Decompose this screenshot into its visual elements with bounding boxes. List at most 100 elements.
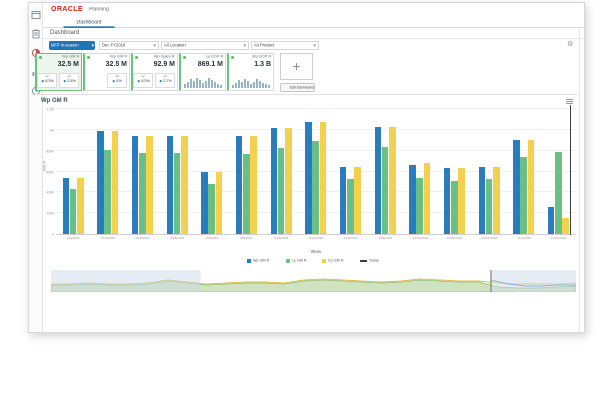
kpi-card-4[interactable]: Wp EOP R 1.3 B [227,53,274,91]
gear-icon[interactable]: ⚙ [567,41,574,48]
bar-ly-gm-r-w6[interactable] [243,153,250,234]
bar-cp-gm-r-w15[interactable] [562,218,569,234]
legend-label: Today [369,259,380,263]
chevron-down-icon: ▾ [91,42,95,49]
bar-wp-gm-r-w6[interactable] [235,136,243,234]
x-tick-label: 10/20/2018 [446,237,463,241]
legend-marker-icon [322,259,327,263]
gridline [56,108,576,109]
kpi-value: 32.5 M [57,61,79,68]
trend-diamond-icon: ◆ [159,79,163,84]
bar-cp-gm-r-w9[interactable] [354,167,361,234]
y-axis-title: GM R [42,160,47,172]
bar-wp-gm-r-w3[interactable] [131,136,139,234]
bar-cp-gm-r-w10[interactable] [388,126,396,234]
legend-marker-icon [246,259,251,263]
bar-wp-gm-r-w5[interactable] [201,171,208,234]
overview-glass-0[interactable] [51,270,201,292]
kpi-card-1[interactable]: Wp GM R 32.5 M Op ◆ 0% [83,53,130,91]
bar-wp-gm-r-w12[interactable] [443,168,451,234]
bar-cp-gm-r-w14[interactable] [527,140,535,234]
legend-item-cp-gm-r[interactable]: Cp GM R [322,258,353,264]
variance-stat-ly: Ly ◆ 8.3% [133,73,153,88]
y-tick-label: 1M [49,129,54,133]
filter-dropdown-all-product[interactable]: All Product ▾ [251,41,319,50]
y-tick-label: 1.2M [46,108,54,112]
x-tick-label: 8/25/2018 [170,237,185,241]
bar-cp-gm-r-w1[interactable] [76,177,84,234]
sidebar-panel-icon[interactable] [31,7,41,19]
bar-cp-gm-r-w12[interactable] [458,168,465,234]
bar-ly-gm-r-w1[interactable] [69,189,77,234]
legend-label: Ly GM R [291,259,307,263]
bar-ly-gm-r-w9[interactable] [347,178,354,234]
bar-cp-gm-r-w2[interactable] [111,130,119,234]
bar-ly-gm-r-w2[interactable] [104,149,111,234]
edit-dashboard-button[interactable]: Edit Dashboard [280,83,315,92]
bar-wp-gm-r-w8[interactable] [305,121,312,234]
bar-cp-gm-r-w7[interactable] [284,127,292,234]
bar-wp-gm-r-w14[interactable] [513,140,520,234]
variance-stat-cp: Cp ◆ 2.5% [59,73,79,88]
bar-ly-gm-r-w4[interactable] [173,152,181,234]
bar-ly-gm-r-w12[interactable] [451,180,458,234]
bar-cp-gm-r-w4[interactable] [180,136,188,234]
bar-wp-gm-r-w13[interactable] [478,167,486,234]
filter-dropdown-dec-fy2018[interactable]: Dec FY2018 ▾ [99,41,159,50]
bar-ly-gm-r-w15[interactable] [555,151,562,234]
plan-context-selector[interactable]: MFP In-season ▾ [49,41,95,50]
kpi-card-0[interactable]: Wp GM R 32.5 M Ly ◆ 8.3% Cp ◆ 2.5% [35,53,82,91]
legend-item-ly-gm-r[interactable]: Ly GM R [285,258,315,264]
legend-marker-icon [360,260,368,262]
status-dot-icon [135,56,138,59]
bar-ly-gm-r-w5[interactable] [208,184,215,234]
bar-cp-gm-r-w13[interactable] [492,167,500,234]
oracle-logo: ORACLE [51,6,83,13]
bar-wp-gm-r-w1[interactable] [62,177,70,234]
legend-item-wp-gm-r[interactable]: Wp GM R [246,258,279,264]
x-tick-label: 10/6/2018 [378,237,393,241]
bar-wp-gm-r-w11[interactable] [409,165,416,234]
tab-dashboard[interactable]: Dashboard [63,18,115,28]
x-tick-label: 11/3/2018 [517,237,531,241]
bar-wp-gm-r-w2[interactable] [97,130,104,234]
bar-ly-gm-r-w13[interactable] [485,178,493,234]
bar-ly-gm-r-w14[interactable] [520,156,527,234]
bar-ly-gm-r-w7[interactable] [277,147,285,234]
bar-cp-gm-r-w3[interactable] [146,136,153,234]
kpi-cards-row: Wp GM R 32.5 M Ly ◆ 8.3% Cp ◆ 2.5% Wp GM R 32.5… [35,53,274,91]
bar-ly-gm-r-w10[interactable] [381,146,389,234]
filter-dropdowns: Dec FY2018 ▾ All Location ▾ All Product ▾ [99,41,319,50]
overview-glass-1[interactable] [490,270,576,292]
chart-panel: Wp GM R GM R 1.2M 1M 800K 600K 400K 200K 0 8/4… [35,94,577,332]
kpi-variance-stats: Ly ◆ 8.3% Cp ◆ 2.7% [133,73,175,88]
legend-item-today[interactable]: Today [360,258,385,264]
bar-cp-gm-r-w5[interactable] [215,171,223,234]
filter-dropdown-all-location[interactable]: All Location ▾ [161,41,249,50]
bar-wp-gm-r-w10[interactable] [374,126,382,234]
chart-menu-icon[interactable] [566,99,573,105]
bar-ly-gm-r-w3[interactable] [139,152,146,234]
dropdown-value: All Product [254,43,275,48]
bar-ly-gm-r-w8[interactable] [312,141,319,234]
bar-wp-gm-r-w7[interactable] [270,127,278,234]
bar-cp-gm-r-w11[interactable] [423,163,431,234]
kpi-sparkline [232,77,270,88]
bar-wp-gm-r-w9[interactable] [339,167,347,234]
chart-title: Wp GM R [41,98,68,104]
add-kpi-tile[interactable]: + [280,53,313,80]
chevron-down-icon: ▾ [243,42,246,49]
bar-cp-gm-r-w6[interactable] [250,136,257,234]
kpi-label: Ly EOP R [205,55,223,59]
bar-wp-gm-r-w15[interactable] [547,206,555,234]
bar-wp-gm-r-w4[interactable] [166,136,174,234]
sidebar-tasks-icon[interactable] [31,26,41,39]
bar-ly-gm-r-w11[interactable] [416,177,423,234]
kpi-card-2[interactable]: Wp Sales R 92.9 M Ly ◆ 8.3% Cp ◆ 2.7% [131,53,178,91]
x-tick-label: 11/10/2018 [550,237,567,241]
x-tick-label: 8/4/2018 [67,237,80,241]
overview-scroller[interactable] [51,270,576,292]
x-tick-label: 10/27/2018 [481,237,498,241]
bar-cp-gm-r-w8[interactable] [319,121,327,234]
kpi-card-3[interactable]: Ly EOP R 869.1 M [179,53,226,91]
